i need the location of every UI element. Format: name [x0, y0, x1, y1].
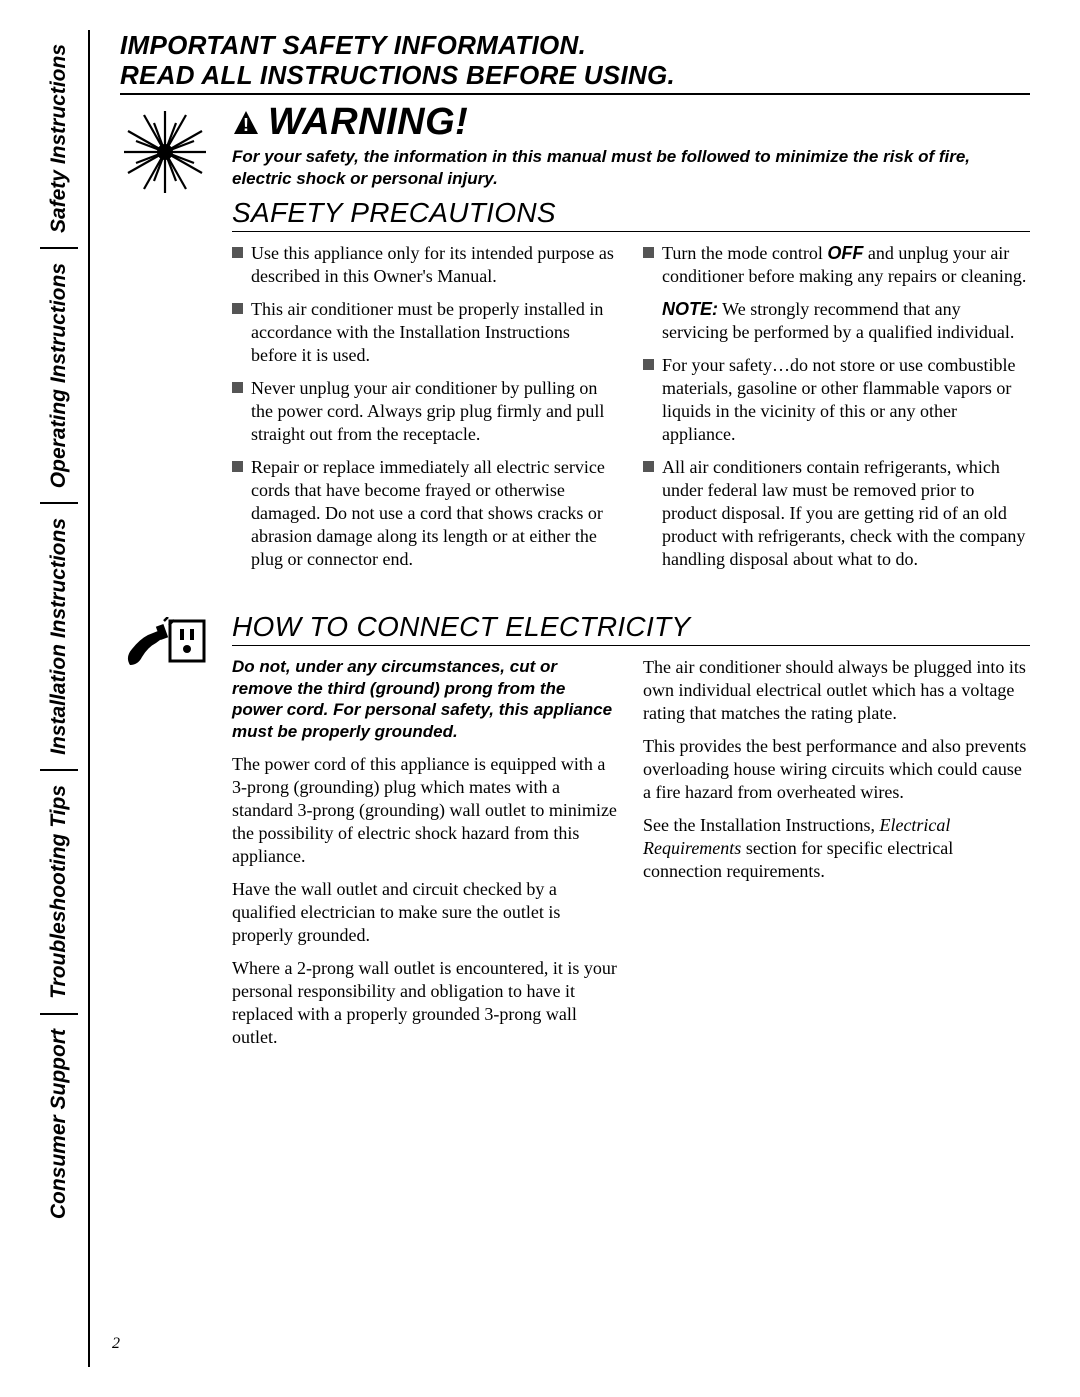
- bullet-item: Never unplug your air conditioner by pul…: [232, 377, 619, 446]
- header-line-1: IMPORTANT SAFETY INFORMATION.: [120, 30, 1030, 60]
- intro-italic: Do not, under any circumstances, cut or …: [232, 656, 619, 743]
- section-header-electricity: HOW TO CONNECT ELECTRICITY: [232, 611, 1030, 646]
- electricity-columns: Do not, under any circumstances, cut or …: [232, 656, 1030, 1059]
- para: Where a 2-prong wall outlet is encounter…: [232, 957, 619, 1049]
- bullet-item: For your safety…do not store or use comb…: [643, 354, 1030, 446]
- para: The air conditioner should always be plu…: [643, 656, 1030, 725]
- header-line-2: READ ALL INSTRUCTIONS BEFORE USING.: [120, 60, 1030, 90]
- explosion-icon: [120, 107, 220, 202]
- bullet-item: Turn the mode control OFF and unplug you…: [643, 242, 1030, 288]
- sidebar-tabs: Safety Instructions Operating Instructio…: [30, 30, 90, 1367]
- para: See the Installation Instructions, Elect…: [643, 814, 1030, 883]
- bullet-item: This air conditioner must be properly in…: [232, 298, 619, 367]
- tab-operating-instructions[interactable]: Operating Instructions: [47, 249, 71, 502]
- tab-safety-instructions[interactable]: Safety Instructions: [47, 30, 71, 247]
- para: The power cord of this appliance is equi…: [232, 753, 619, 868]
- page: Safety Instructions Operating Instructio…: [30, 30, 1050, 1367]
- electricity-section: HOW TO CONNECT ELECTRICITY Do not, under…: [120, 611, 1030, 1059]
- warning-subtitle: For your safety, the information in this…: [232, 146, 1030, 190]
- bullet-item: Repair or replace immediately all electr…: [232, 456, 619, 571]
- tab-installation-instructions[interactable]: Installation Instructions: [47, 504, 71, 769]
- section-header-safety: SAFETY PRECAUTIONS: [232, 197, 1030, 232]
- warning-section: ! WARNING! For your safety, the informat…: [120, 101, 1030, 581]
- note-text: NOTE: We strongly recommend that any ser…: [662, 298, 1030, 344]
- para: Have the wall outlet and circuit checked…: [232, 878, 619, 947]
- para: This provides the best performance and a…: [643, 735, 1030, 804]
- warning-title: WARNING!: [268, 101, 468, 144]
- tab-consumer-support[interactable]: Consumer Support: [47, 1015, 71, 1233]
- page-number: 2: [112, 1335, 120, 1353]
- bullet-item: Use this appliance only for its intended…: [232, 242, 619, 288]
- warning-triangle-icon: !: [232, 109, 260, 137]
- tab-troubleshooting-tips[interactable]: Troubleshooting Tips: [47, 771, 71, 1013]
- safety-precautions-columns: Use this appliance only for its intended…: [232, 242, 1030, 581]
- plug-outlet-icon: [120, 617, 220, 682]
- main-content: IMPORTANT SAFETY INFORMATION. READ ALL I…: [90, 30, 1050, 1367]
- page-header: IMPORTANT SAFETY INFORMATION. READ ALL I…: [120, 30, 1030, 95]
- bullet-item: All air conditioners contain refrigerant…: [643, 456, 1030, 571]
- svg-text:!: !: [243, 115, 249, 135]
